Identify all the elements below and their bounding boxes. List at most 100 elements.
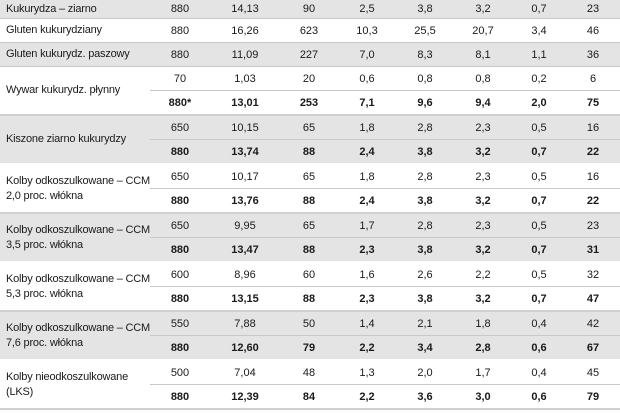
value-cell: 70 [150,66,210,91]
value-cell: 880 [150,237,210,263]
value-cell: 79 [566,384,620,410]
value-cell: 13,15 [210,286,280,312]
value-cell: 45 [566,360,620,385]
value-cell: 20,7 [454,18,512,43]
value-cell: 0,4 [512,360,566,385]
value-cell: 2,3 [454,213,512,238]
value-cell: 0,6 [512,384,566,410]
value-cell: 31 [566,237,620,263]
value-cell: 12,60 [210,335,280,361]
value-cell: 3,2 [454,139,512,165]
value-cell: 3,8 [396,139,454,165]
value-cell: 0,7 [512,188,566,214]
value-cell: 0,5 [512,115,566,140]
value-cell: 1,7 [454,360,512,385]
value-cell: 42 [566,311,620,336]
value-cell: 10,3 [338,18,396,43]
value-cell: 1,8 [454,311,512,336]
value-cell: 1,4 [338,311,396,336]
feed-name-cell: Kiszone ziarno kukurydzy [0,115,150,165]
table-row: Gluten kukurydz. paszowy 880 11,09 227 7,0 8,… [0,42,620,67]
value-cell: 2,5 [338,0,396,19]
table-row: Kolby odkoszulkowane – CCM 3,5 proc. włó… [0,213,620,263]
value-cell: 2,8 [396,164,454,189]
value-cell: 88 [280,188,338,214]
table-row: 880 13,47 88 2,3 3,8 3,2 0,7 31 [0,237,620,263]
value-cell: 880 [150,42,210,67]
table-row: Kolby odkoszulkowane – CCM 5,3 proc. włó… [0,262,620,312]
value-cell: 0,5 [512,262,566,287]
value-cell: 0,8 [396,66,454,91]
value-cell: 2,4 [338,139,396,165]
value-cell: 22 [566,188,620,214]
value-cell: 880 [150,139,210,165]
value-cell: 8,3 [396,42,454,67]
value-cell: 13,01 [210,90,280,116]
value-cell: 253 [280,90,338,116]
value-cell: 7,0 [338,42,396,67]
value-cell: 13,47 [210,237,280,263]
value-cell: 3,2 [454,188,512,214]
value-cell: 1,8 [338,164,396,189]
value-cell: 0,6 [512,335,566,361]
value-cell: 90 [280,0,338,19]
value-cell: 1,1 [512,42,566,67]
value-cell: 0,5 [512,213,566,238]
value-cell: 88 [280,237,338,263]
feed-name-cell: Kukurydza – ziarno [0,0,150,19]
value-cell: 2,0 [396,360,454,385]
value-cell: 880* [150,90,210,116]
value-cell: 3,2 [454,286,512,312]
value-cell: 1,8 [338,115,396,140]
value-cell: 16 [566,164,620,189]
value-cell: 84 [280,384,338,410]
value-cell: 36 [566,42,620,67]
value-cell: 32 [566,262,620,287]
value-cell: 3,2 [454,237,512,263]
table-row: 880 13,15 88 2,3 3,8 3,2 0,7 47 [0,286,620,312]
value-cell: 500 [150,360,210,385]
value-cell: 600 [150,262,210,287]
table-row: Kiszone ziarno kukurydzy 650 10,15 65 1,8 2,8… [0,115,620,165]
value-cell: 3,4 [512,18,566,43]
value-cell: 12,39 [210,384,280,410]
table-row: 880 12,39 84 2,2 3,6 3,0 0,6 79 [0,384,620,410]
value-cell: 880 [150,384,210,410]
value-cell: 3,8 [396,188,454,214]
value-cell: 11,09 [210,42,280,67]
value-cell: 2,2 [338,335,396,361]
feed-name-cell: Kolby odkoszulkowane – CCM 3,5 proc. włó… [0,213,150,263]
value-cell: 0,2 [512,66,566,91]
value-cell: 20 [280,66,338,91]
value-cell: 2,2 [338,384,396,410]
feed-name-cell: Kolby odkoszulkowane – CCM 2,0 proc. włó… [0,164,150,214]
feed-name-cell: Kolby nieodkoszulkowane (LKS) [0,360,150,410]
value-cell: 8,96 [210,262,280,287]
value-cell: 880 [150,286,210,312]
value-cell: 3,4 [396,335,454,361]
value-cell: 16,26 [210,18,280,43]
value-cell: 2,6 [396,262,454,287]
value-cell: 0,8 [454,66,512,91]
table-row: Gluten kukurydziany 880 16,26 623 10,3 25,5 20… [0,18,620,43]
value-cell: 16 [566,115,620,140]
value-cell: 880 [150,188,210,214]
value-cell: 65 [280,164,338,189]
value-cell: 880 [150,0,210,19]
value-cell: 2,8 [454,335,512,361]
value-cell: 10,15 [210,115,280,140]
value-cell: 3,6 [396,384,454,410]
value-cell: 2,3 [454,164,512,189]
value-cell: 22 [566,139,620,165]
value-cell: 50 [280,311,338,336]
value-cell: 3,2 [454,0,512,19]
value-cell: 550 [150,311,210,336]
value-cell: 7,88 [210,311,280,336]
value-cell: 2,2 [454,262,512,287]
value-cell: 23 [566,0,620,19]
feed-name-cell: Wywar kukurydz. płynny [0,66,150,116]
value-cell: 880 [150,18,210,43]
value-cell: 7,1 [338,90,396,116]
value-cell: 2,3 [338,286,396,312]
